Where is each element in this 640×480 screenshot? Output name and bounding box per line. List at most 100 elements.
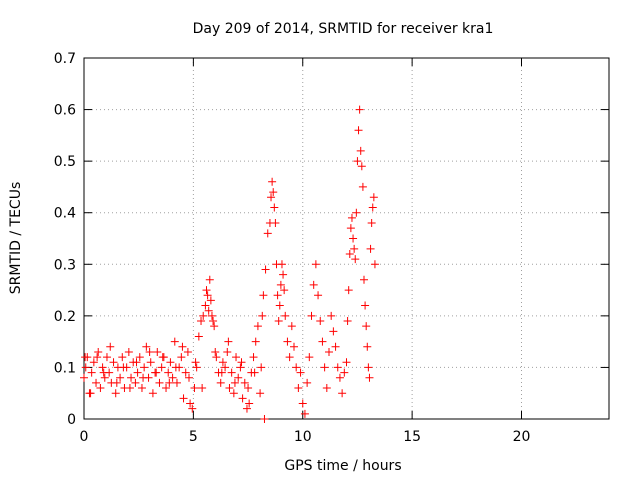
data-point bbox=[318, 337, 327, 346]
data-point bbox=[320, 363, 329, 372]
data-point bbox=[349, 234, 358, 243]
data-point bbox=[234, 373, 243, 382]
data-point bbox=[279, 270, 288, 279]
data-point bbox=[347, 213, 356, 222]
data-point bbox=[261, 265, 270, 274]
data-point bbox=[181, 368, 190, 377]
data-point bbox=[192, 363, 201, 372]
data-point bbox=[131, 378, 140, 387]
data-point bbox=[217, 368, 226, 377]
data-point bbox=[137, 384, 146, 393]
data-point bbox=[260, 415, 269, 423]
data-point bbox=[327, 311, 336, 320]
data-point bbox=[142, 342, 151, 351]
data-point bbox=[238, 394, 247, 403]
data-point bbox=[249, 353, 258, 362]
data-point bbox=[294, 384, 303, 393]
data-point bbox=[112, 378, 121, 387]
data-point bbox=[325, 347, 333, 356]
data-point bbox=[124, 347, 133, 356]
data-point bbox=[206, 296, 215, 305]
data-point bbox=[357, 162, 366, 171]
data-point bbox=[298, 399, 307, 408]
data-point bbox=[338, 389, 347, 398]
data-point bbox=[201, 301, 210, 310]
data-point bbox=[368, 203, 377, 212]
data-point bbox=[251, 337, 260, 346]
data-point bbox=[232, 353, 241, 362]
data-point bbox=[109, 358, 118, 367]
data-point bbox=[267, 193, 276, 202]
data-point bbox=[309, 280, 318, 289]
data-point bbox=[81, 363, 90, 372]
data-point bbox=[188, 404, 197, 413]
x-tick-label: 20 bbox=[513, 429, 531, 445]
data-point bbox=[269, 188, 278, 197]
data-point bbox=[346, 224, 355, 233]
data-point bbox=[158, 353, 167, 362]
data-point bbox=[257, 363, 266, 372]
data-point bbox=[80, 373, 88, 382]
data-point bbox=[256, 389, 265, 398]
data-point bbox=[296, 368, 305, 377]
data-point bbox=[190, 384, 199, 393]
data-point bbox=[166, 358, 175, 367]
data-point bbox=[253, 322, 262, 331]
data-point bbox=[333, 363, 342, 372]
y-tick-label: 0.1 bbox=[54, 360, 76, 376]
data-point bbox=[354, 126, 363, 135]
data-point bbox=[204, 306, 213, 315]
grid-lines bbox=[84, 58, 609, 419]
data-point bbox=[303, 378, 312, 387]
data-point bbox=[344, 286, 353, 295]
data-point bbox=[366, 244, 375, 253]
x-axis-label: GPS time / hours bbox=[284, 458, 401, 474]
data-point bbox=[292, 363, 301, 372]
y-tick-label: 0 bbox=[67, 412, 76, 428]
data-point bbox=[157, 363, 166, 372]
data-point bbox=[102, 353, 111, 362]
data-point bbox=[177, 353, 186, 362]
data-point bbox=[218, 358, 227, 367]
data-point bbox=[270, 203, 279, 212]
data-point bbox=[227, 368, 236, 377]
data-point bbox=[96, 384, 105, 393]
x-tick-label: 0 bbox=[80, 429, 89, 445]
data-point bbox=[212, 353, 221, 362]
data-point bbox=[146, 358, 155, 367]
data-point bbox=[162, 384, 171, 393]
data-point bbox=[132, 358, 141, 367]
x-tick-label: 5 bbox=[189, 429, 198, 445]
data-point bbox=[152, 368, 161, 377]
data-point bbox=[258, 311, 267, 320]
data-point bbox=[133, 368, 142, 377]
y-tick-label: 0.3 bbox=[54, 257, 76, 273]
data-point bbox=[118, 353, 127, 362]
data-point bbox=[207, 311, 216, 320]
data-point bbox=[280, 286, 289, 295]
data-point bbox=[119, 363, 128, 372]
data-point bbox=[224, 337, 233, 346]
data-point bbox=[287, 322, 296, 331]
data-point bbox=[365, 373, 374, 382]
data-point bbox=[273, 291, 282, 300]
data-point bbox=[197, 317, 206, 326]
y-tick-label: 0.7 bbox=[54, 51, 76, 67]
data-point bbox=[363, 342, 372, 351]
data-point bbox=[242, 404, 251, 413]
data-point bbox=[268, 177, 277, 186]
data-point bbox=[191, 358, 200, 367]
data-point bbox=[125, 384, 134, 393]
data-point bbox=[106, 342, 115, 351]
data-point bbox=[340, 368, 349, 377]
data-point bbox=[179, 394, 188, 403]
data-point bbox=[221, 363, 230, 372]
data-point bbox=[271, 219, 280, 228]
data-point bbox=[370, 260, 379, 269]
data-point bbox=[92, 378, 101, 387]
data-point bbox=[198, 384, 207, 393]
data-point bbox=[250, 368, 259, 377]
data-point bbox=[300, 409, 309, 418]
data-point bbox=[127, 373, 136, 382]
data-point bbox=[164, 368, 173, 377]
